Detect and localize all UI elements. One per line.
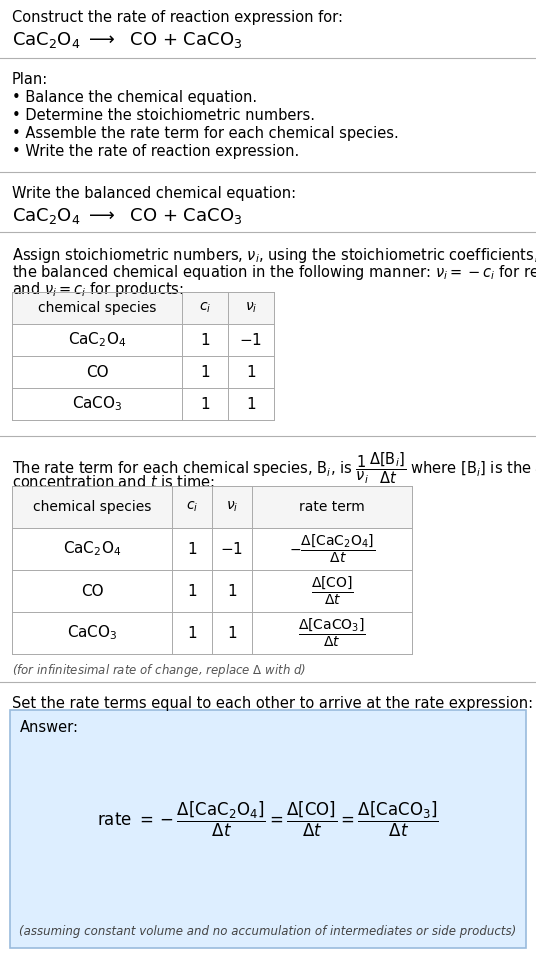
Text: • Determine the stoichiometric numbers.: • Determine the stoichiometric numbers. [12,108,315,123]
Bar [12,292,274,420]
Text: CaCO$_3$: CaCO$_3$ [72,395,122,413]
Text: CO: CO [81,583,103,598]
Text: and $\nu_i = c_i$ for products:: and $\nu_i = c_i$ for products: [12,280,184,299]
Text: $-1$: $-1$ [220,541,243,557]
Text: 1: 1 [246,364,256,380]
Text: • Write the rate of reaction expression.: • Write the rate of reaction expression. [12,144,299,159]
Text: Write the balanced chemical equation:: Write the balanced chemical equation: [12,186,296,201]
Text: $\nu_i$: $\nu_i$ [245,301,257,315]
Text: • Balance the chemical equation.: • Balance the chemical equation. [12,90,257,105]
Text: Set the rate terms equal to each other to arrive at the rate expression:: Set the rate terms equal to each other t… [12,696,533,711]
Text: 1: 1 [200,364,210,380]
Text: chemical species: chemical species [33,500,151,514]
Bar [12,292,274,324]
Bar [12,486,412,528]
Text: concentration and $t$ is time:: concentration and $t$ is time: [12,474,215,490]
Text: Construct the rate of reaction expression for:: Construct the rate of reaction expressio… [12,10,343,25]
Bar [12,486,412,654]
Text: rate term: rate term [299,500,365,514]
Text: 1: 1 [187,625,197,641]
Text: $c_i$: $c_i$ [186,500,198,514]
Text: CaC$_2$O$_4$: CaC$_2$O$_4$ [63,539,121,558]
Text: 1: 1 [227,583,237,598]
Text: CO: CO [86,364,108,380]
Text: 1: 1 [187,583,197,598]
Text: Answer:: Answer: [20,720,79,735]
Text: rate $= -\dfrac{\Delta[\mathrm{CaC_2O_4}]}{\Delta t} = \dfrac{\Delta[\mathrm{CO}: rate $= -\dfrac{\Delta[\mathrm{CaC_2O_4}… [97,799,439,838]
Text: (for infinitesimal rate of change, replace $\Delta$ with $d$): (for infinitesimal rate of change, repla… [12,662,306,679]
Text: 1: 1 [187,541,197,556]
Text: Assign stoichiometric numbers, $\nu_i$, using the stoichiometric coefficients, $: Assign stoichiometric numbers, $\nu_i$, … [12,246,536,265]
Text: chemical species: chemical species [38,301,156,315]
Text: • Assemble the rate term for each chemical species.: • Assemble the rate term for each chemic… [12,126,399,141]
Text: 1: 1 [200,333,210,347]
Text: CaC$_2$O$_4$ $\longrightarrow$  CO + CaCO$_3$: CaC$_2$O$_4$ $\longrightarrow$ CO + CaCO… [12,30,242,50]
Text: 1: 1 [227,625,237,641]
Text: 1: 1 [246,397,256,411]
Text: $c_i$: $c_i$ [199,301,211,315]
Text: 1: 1 [200,397,210,411]
Text: Plan:: Plan: [12,72,48,87]
Text: (assuming constant volume and no accumulation of intermediates or side products): (assuming constant volume and no accumul… [19,925,517,938]
Text: CaC$_2$O$_4$ $\longrightarrow$  CO + CaCO$_3$: CaC$_2$O$_4$ $\longrightarrow$ CO + CaCO… [12,206,242,226]
Text: $-1$: $-1$ [240,332,263,348]
Text: The rate term for each chemical species, B$_i$, is $\dfrac{1}{\nu_i}\dfrac{\Delt: The rate term for each chemical species,… [12,450,536,486]
Text: CaC$_2$O$_4$: CaC$_2$O$_4$ [68,331,126,349]
FancyBboxPatch shape [10,710,526,948]
Text: the balanced chemical equation in the following manner: $\nu_i = -c_i$ for react: the balanced chemical equation in the fo… [12,263,536,282]
Text: CaCO$_3$: CaCO$_3$ [66,623,117,642]
Text: $\nu_i$: $\nu_i$ [226,500,238,514]
Text: $-\dfrac{\Delta[\mathrm{CaC_2O_4}]}{\Delta t}$: $-\dfrac{\Delta[\mathrm{CaC_2O_4}]}{\Del… [289,532,375,565]
Text: $\dfrac{\Delta[\mathrm{CO}]}{\Delta t}$: $\dfrac{\Delta[\mathrm{CO}]}{\Delta t}$ [310,575,353,607]
Text: $\dfrac{\Delta[\mathrm{CaCO_3}]}{\Delta t}$: $\dfrac{\Delta[\mathrm{CaCO_3}]}{\Delta … [298,617,366,649]
